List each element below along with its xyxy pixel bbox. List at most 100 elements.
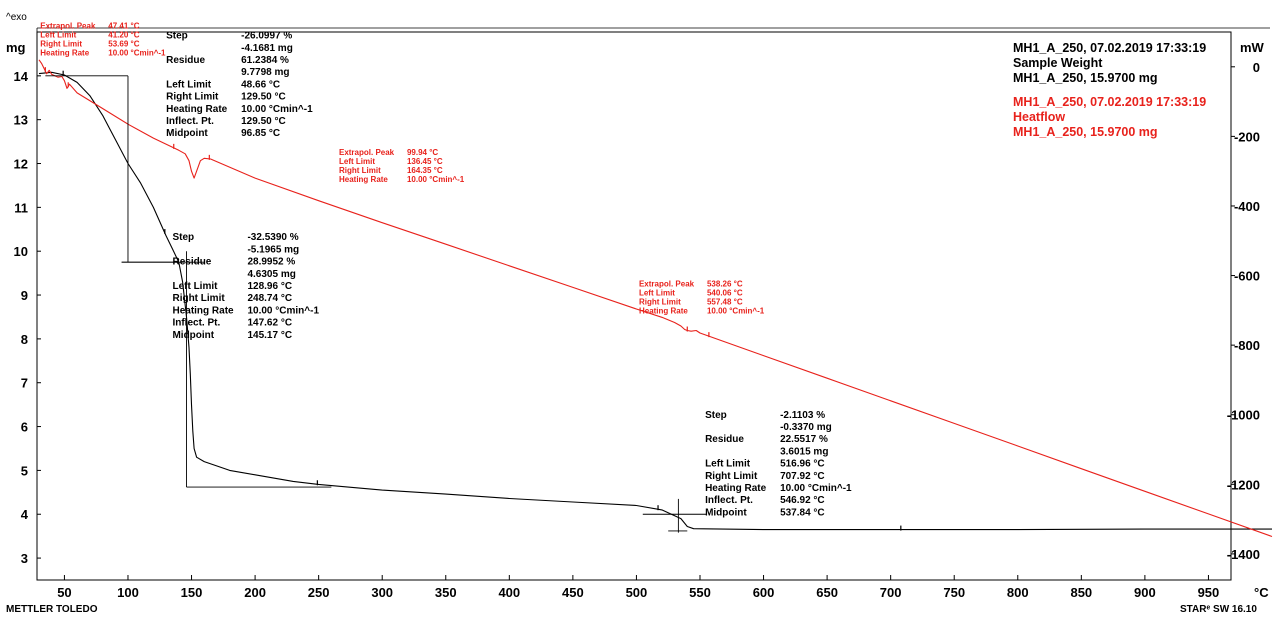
annotation-value: 53.69 °C: [108, 39, 139, 48]
annotation-value: 546.92 °C: [780, 495, 825, 506]
annotation-value: 99.94 °C: [407, 148, 438, 157]
annotation-value: -4.1681 mg: [241, 43, 293, 54]
annotation-label: Heating Rate: [40, 48, 89, 57]
annotation-label: Left Limit: [639, 288, 675, 297]
annotation-value: 147.62 °C: [247, 318, 292, 329]
brand-label: METTLER TOLEDO: [6, 604, 98, 615]
annotation-label: Residue: [172, 257, 211, 268]
annotation-label: Inflect. Pt.: [172, 318, 220, 329]
annotation-label: Right Limit: [639, 297, 681, 306]
x-tick-label: 800: [1007, 585, 1029, 600]
x-tick-label: 350: [435, 585, 457, 600]
annotation-label: Step: [705, 410, 727, 421]
annotation-value: 136.45 °C: [407, 157, 443, 166]
x-tick-label: 700: [880, 585, 902, 600]
annotation-value: 47.41 °C: [108, 21, 139, 30]
y-left-tick-label: 3: [21, 551, 28, 566]
annotation-label: Extrapol. Peak: [639, 279, 695, 288]
annotation-label: Residue: [166, 55, 205, 66]
legend-text: MH1_A_250, 07.02.2019 17:33:19: [1013, 95, 1206, 109]
annotation-value: -26.0997 %: [241, 31, 292, 42]
annotation-value: 9.7798 mg: [241, 67, 289, 78]
y-right-tick-label: -600: [1234, 269, 1260, 284]
annotation-label: Inflect. Pt.: [705, 495, 753, 506]
annotation-value: 61.2384 %: [241, 55, 289, 66]
annotation-label: Midpoint: [172, 330, 214, 341]
exo-direction-label: ^exo: [6, 12, 27, 23]
legend-text: Sample Weight: [1013, 56, 1103, 70]
x-tick-label: 850: [1070, 585, 1092, 600]
y-right-tick-label: -400: [1234, 199, 1260, 214]
annotation-label: Heating Rate: [705, 483, 767, 494]
annotation-value: 540.06 °C: [707, 288, 743, 297]
annotation-value: -2.1103 %: [780, 410, 825, 421]
annotation-label: Step: [166, 31, 188, 42]
annotation-value: 48.66 °C: [241, 79, 280, 90]
annotation-label: Heating Rate: [339, 175, 388, 184]
y-left-tick-label: 10: [14, 244, 28, 259]
annotation-value: -0.3370 mg: [780, 422, 832, 433]
annotation-label: Left Limit: [40, 30, 76, 39]
annotation-label: Right Limit: [172, 293, 225, 304]
x-tick-label: 200: [244, 585, 266, 600]
software-label: STARᵉ SW 16.10: [1180, 604, 1257, 615]
annotation-value: 557.48 °C: [707, 297, 743, 306]
annotation-label: Heating Rate: [166, 104, 228, 115]
annotation-value: 164.35 °C: [407, 166, 443, 175]
annotation-value: 537.84 °C: [780, 507, 825, 518]
annotation-value: 4.6305 mg: [247, 269, 295, 280]
y-right-tick-label: -800: [1234, 338, 1260, 353]
annotation-label: Inflect. Pt.: [166, 116, 214, 127]
legend-text: Heatflow: [1013, 110, 1065, 124]
annotation-label: Midpoint: [705, 507, 747, 518]
annotation-value: 41.20 °C: [108, 30, 139, 39]
y-left-tick-label: 8: [21, 332, 28, 347]
annotation-value: 10.00 °Cmin^-1: [108, 48, 166, 57]
y-right-tick-label: -1000: [1227, 408, 1260, 423]
annotation-label: Right Limit: [705, 471, 758, 482]
annotation-label: Right Limit: [339, 166, 381, 175]
y-left-tick-label: 6: [21, 420, 28, 435]
annotation-value: 96.85 °C: [241, 128, 280, 139]
annotation-value: 129.50 °C: [241, 116, 286, 127]
y-left-tick-label: 4: [21, 507, 29, 522]
y-left-tick-label: 7: [21, 376, 28, 391]
y-left-tick-label: 9: [21, 288, 28, 303]
annotation-label: Left Limit: [172, 281, 218, 292]
annotation-label: Midpoint: [166, 128, 208, 139]
annotation-value: 538.26 °C: [707, 279, 743, 288]
x-tick-label: 100: [117, 585, 139, 600]
x-tick-label: 150: [181, 585, 203, 600]
annotation-label: Heating Rate: [172, 305, 234, 316]
x-tick-label: 450: [562, 585, 584, 600]
annotation-value: 128.96 °C: [247, 281, 292, 292]
annotation-value: -32.5390 %: [247, 232, 298, 243]
series-line-heatflow: [38, 59, 1273, 538]
annotation-label: Left Limit: [339, 157, 375, 166]
annotation-value: 707.92 °C: [780, 471, 825, 482]
annotation-label: Extrapol. Peak: [339, 148, 395, 157]
y-left-tick-label: 13: [14, 113, 28, 128]
legend-text: MH1_A_250, 15.9700 mg: [1013, 71, 1158, 85]
x-tick-label: 500: [626, 585, 648, 600]
annotation-value: 3.6015 mg: [780, 446, 828, 457]
y-right-tick-label: -1200: [1227, 477, 1260, 492]
x-tick-label: 950: [1198, 585, 1220, 600]
y-left-unit-label: mg: [6, 40, 26, 55]
x-tick-label: 750: [943, 585, 965, 600]
legend-text: MH1_A_250, 15.9700 mg: [1013, 125, 1158, 139]
annotation-label: Residue: [705, 434, 744, 445]
x-tick-label: 300: [371, 585, 393, 600]
annotation-label: Right Limit: [166, 92, 219, 103]
legend-text: MH1_A_250, 07.02.2019 17:33:19: [1013, 41, 1206, 55]
annotation-label: Step: [172, 232, 194, 243]
annotation-label: Right Limit: [40, 39, 82, 48]
annotation-label: Heating Rate: [639, 306, 688, 315]
y-right-unit-label: mW: [1240, 40, 1265, 55]
y-left-tick-label: 11: [14, 200, 28, 215]
annotation-value: 22.5517 %: [780, 434, 828, 445]
x-tick-label: 650: [816, 585, 838, 600]
annotation-label: Extrapol. Peak: [40, 21, 96, 30]
annotation-value: 10.00 °Cmin^-1: [707, 306, 765, 315]
